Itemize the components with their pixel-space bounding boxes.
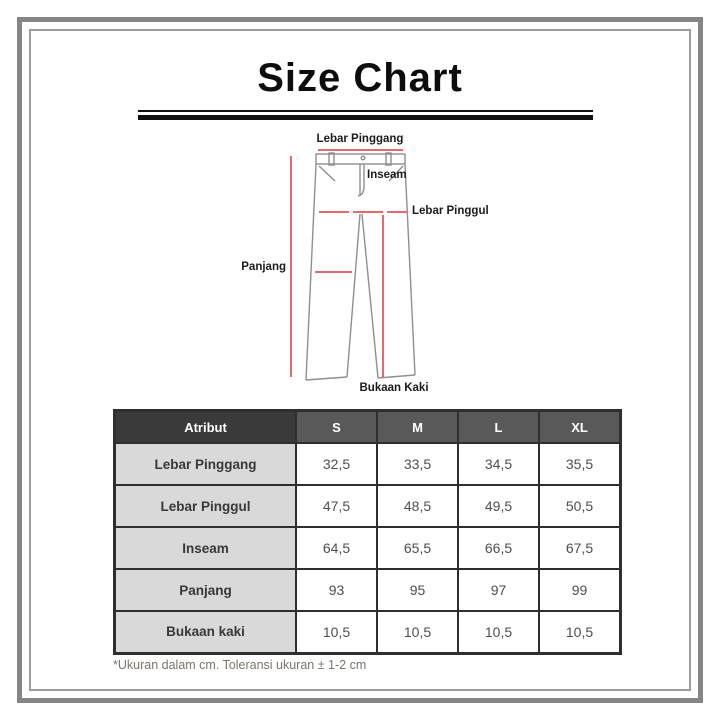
divider-thin-line: [138, 110, 593, 112]
label-bukaan-kaki: Bukaan Kaki: [359, 382, 429, 394]
size-value-cell: 33,5: [376, 442, 459, 486]
table-header-l: L: [457, 409, 540, 444]
table-row: Inseam 64,5 65,5 66,5 67,5: [113, 526, 622, 570]
size-footnote: *Ukuran dalam cm. Toleransi ukuran ± 1-2…: [113, 658, 367, 672]
row-label: Bukaan kaki: [113, 610, 297, 654]
pants-outline: [305, 152, 416, 381]
table-row: Lebar Pinggang 32,5 33,5 34,5 35,5: [113, 442, 622, 486]
size-value-cell: 97: [457, 568, 540, 612]
size-value-cell: 10,5: [538, 610, 622, 654]
page-title: Size Chart: [257, 56, 463, 100]
size-value-cell: 48,5: [376, 484, 459, 528]
outer-frame-border: [17, 17, 703, 703]
table-header-row: Atribut S M L XL: [113, 409, 622, 444]
size-value-cell: 10,5: [457, 610, 540, 654]
size-value-cell: 34,5: [457, 442, 540, 486]
size-value-cell: 47,5: [295, 484, 378, 528]
size-value-cell: 10,5: [376, 610, 459, 654]
size-value-cell: 64,5: [295, 526, 378, 570]
label-panjang: Panjang: [241, 261, 286, 273]
table-header-xl: XL: [538, 409, 622, 444]
table-header-s: S: [295, 409, 378, 444]
size-value-cell: 93: [295, 568, 378, 612]
size-value-cell: 66,5: [457, 526, 540, 570]
size-table: Atribut S M L XL Lebar Pinggang 32,5 33,…: [113, 409, 622, 655]
table-header-atribut: Atribut: [113, 409, 297, 444]
size-value-cell: 95: [376, 568, 459, 612]
size-value-cell: 50,5: [538, 484, 622, 528]
row-label: Inseam: [113, 526, 297, 570]
label-lebar-pinggul: Lebar Pinggul: [412, 205, 489, 217]
size-value-cell: 49,5: [457, 484, 540, 528]
label-inseam: Inseam: [367, 169, 407, 181]
size-value-cell: 99: [538, 568, 622, 612]
table-row: Lebar Pinggul 47,5 48,5 49,5 50,5: [113, 484, 622, 528]
size-value-cell: 32,5: [295, 442, 378, 486]
pants-diagram-drawing: [290, 149, 416, 381]
row-label: Lebar Pinggul: [113, 484, 297, 528]
size-value-cell: 67,5: [538, 526, 622, 570]
table-header-m: M: [376, 409, 459, 444]
divider-thick-line: [138, 115, 593, 120]
size-value-cell: 65,5: [376, 526, 459, 570]
table-row: Panjang 93 95 97 99: [113, 568, 622, 612]
label-lebar-pinggang: Lebar Pinggang: [316, 133, 404, 145]
row-label: Lebar Pinggang: [113, 442, 297, 486]
table-row: Bukaan kaki 10,5 10,5 10,5 10,5: [113, 610, 622, 654]
row-label: Panjang: [113, 568, 297, 612]
size-value-cell: 10,5: [295, 610, 378, 654]
inner-frame-border: [29, 29, 691, 691]
size-value-cell: 35,5: [538, 442, 622, 486]
title-divider: [138, 110, 593, 120]
